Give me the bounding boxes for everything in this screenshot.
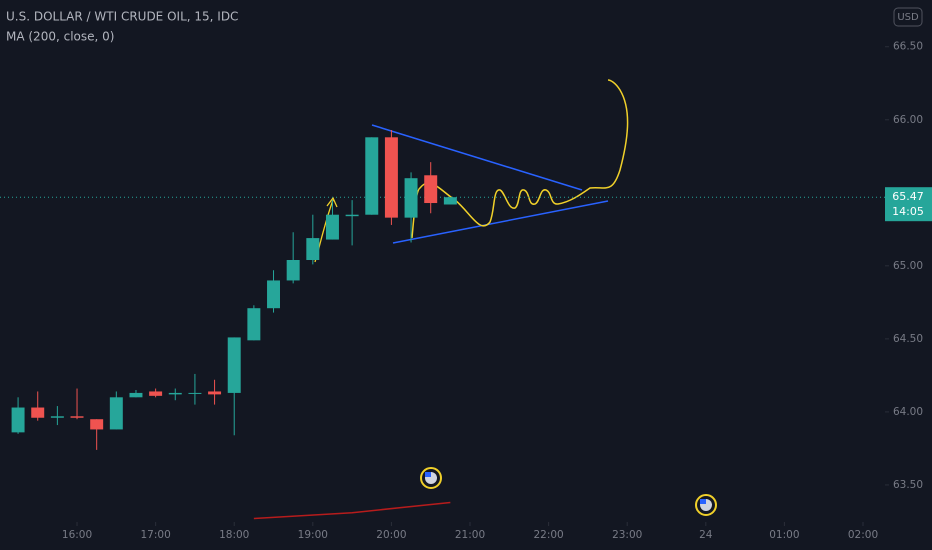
y-tick-label: 66.00 <box>893 114 923 126</box>
x-tick-label: 01:00 <box>769 529 799 541</box>
drawings <box>314 79 629 263</box>
candle-body <box>11 407 25 433</box>
candle-body <box>306 238 320 260</box>
event-flag <box>425 472 431 477</box>
x-tick-label: 22:00 <box>533 529 563 541</box>
y-tick-label: 63.50 <box>893 479 923 491</box>
currency-label: USD <box>897 12 919 23</box>
candle-body <box>129 392 143 398</box>
x-tick-label: 20:00 <box>376 529 406 541</box>
indicator-label: MA (200, close, 0) <box>6 30 114 44</box>
candle-body <box>267 280 281 309</box>
chart-title: U.S. DOLLAR / WTI CRUDE OIL, 15, IDC <box>6 10 238 24</box>
x-tick-label: 21:00 <box>455 529 485 541</box>
y-tick-label: 64.50 <box>893 333 923 345</box>
candle-body <box>404 178 418 218</box>
ma-line <box>253 501 451 520</box>
candle-body <box>109 397 123 430</box>
candle-body <box>168 392 182 395</box>
candle-body <box>286 260 300 281</box>
candle-body <box>70 416 84 418</box>
x-tick-label: 02:00 <box>848 529 878 541</box>
currency-badge[interactable] <box>893 7 923 27</box>
x-tick-label: 19:00 <box>298 529 328 541</box>
candle-body <box>365 137 379 215</box>
y-tick-label: 66.50 <box>893 41 923 53</box>
candle-body <box>188 392 202 394</box>
event-flag <box>700 499 706 504</box>
trendline <box>392 200 609 244</box>
x-tick-label: 24 <box>699 529 713 541</box>
candle-body <box>247 308 261 341</box>
candle-body <box>424 175 438 204</box>
price-label-box <box>885 187 932 222</box>
candle-body <box>90 419 104 430</box>
candle-body <box>443 197 457 205</box>
freehand <box>411 79 629 239</box>
x-tick-label: 23:00 <box>612 529 642 541</box>
trendline <box>371 124 583 191</box>
y-tick-label: 64.00 <box>893 406 923 418</box>
candle-body <box>345 214 359 217</box>
candle-body <box>325 214 339 240</box>
countdown-label: 14:05 <box>892 205 924 218</box>
candle-body <box>50 416 64 418</box>
y-tick-label: 65.00 <box>893 260 923 272</box>
price-label: 65.47 <box>892 190 924 203</box>
candle-body <box>149 391 163 396</box>
candle-body <box>384 137 398 218</box>
events <box>420 467 717 516</box>
x-tick-label: 18:00 <box>219 529 249 541</box>
candle-body <box>31 407 45 418</box>
candle-body <box>227 337 241 393</box>
x-tick-label: 17:00 <box>140 529 170 541</box>
x-tick-label: 16:00 <box>62 529 92 541</box>
candle-body <box>208 391 222 395</box>
